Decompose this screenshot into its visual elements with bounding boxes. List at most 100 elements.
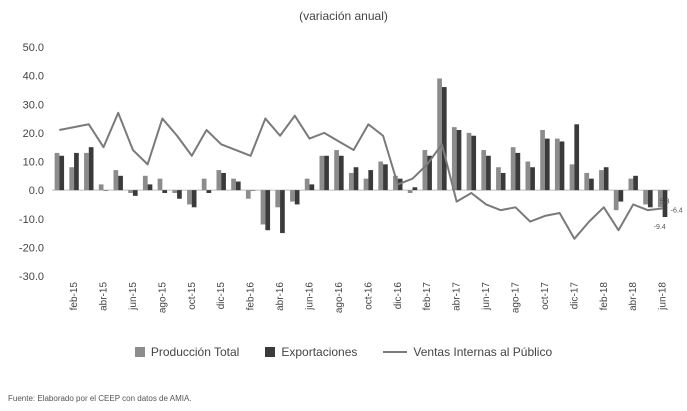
bar-exportaciones <box>559 141 565 191</box>
bar-produccion-total <box>84 152 89 191</box>
bar-produccion-total <box>334 150 339 191</box>
bar-exportaciones <box>633 175 638 191</box>
x-tick-label: jun-18 <box>658 282 669 311</box>
bar-produccion-total <box>466 132 472 191</box>
bar-produccion-total <box>643 190 648 205</box>
bar-exportaciones <box>280 190 285 234</box>
x-tick-label: jun-16 <box>305 282 316 311</box>
bar-produccion-total <box>437 78 442 191</box>
chart-title: (variación anual) <box>299 9 388 23</box>
x-tick-label: oct-17 <box>540 282 551 310</box>
bar-exportaciones <box>191 190 197 208</box>
y-tick-label: 30.0 <box>23 99 44 111</box>
source-note: Fuente: Elaborado por el CEEP con datos … <box>8 394 192 403</box>
bar-produccion-total <box>260 190 266 225</box>
bar-exportaciones <box>235 181 241 191</box>
y-tick-label: 50.0 <box>23 42 44 54</box>
data-label: -6.4 <box>671 207 683 214</box>
bar-exportaciones <box>177 190 182 199</box>
bar-produccion-total <box>157 178 163 191</box>
x-tick-label: oct-15 <box>187 282 198 310</box>
bar-exportaciones <box>265 190 271 231</box>
bar-exportaciones <box>294 190 300 205</box>
y-tick-label: 40.0 <box>23 71 44 83</box>
bar-exportaciones <box>515 152 521 191</box>
bar-exportaciones <box>383 164 388 191</box>
bar-produccion-total <box>245 190 251 199</box>
legend-label-exportaciones: Exportaciones <box>281 345 358 359</box>
x-tick-label: ago-17 <box>511 282 522 314</box>
legend-item-produccion: Producción Total <box>134 345 240 359</box>
x-tick-label: feb-15 <box>69 282 80 311</box>
bar-exportaciones <box>206 190 212 193</box>
legend-label-produccion: Producción Total <box>150 345 240 359</box>
x-tick-label: abr-16 <box>275 282 286 311</box>
bar-produccion-total <box>407 190 413 193</box>
x-tick-label: feb-17 <box>422 282 433 311</box>
bar-produccion-total <box>584 172 590 191</box>
x-tick-label: jun-15 <box>128 282 139 311</box>
bar-exportaciones <box>618 190 624 202</box>
bar-exportaciones <box>427 155 432 191</box>
x-tick-label: dic-15 <box>216 282 227 310</box>
bar-produccion-total <box>628 178 634 191</box>
chart-plot: 50.0 40.0 30.0 20.0 10.0 0.0 -10.0 -20.0 -30.0 fe… <box>19 42 683 314</box>
bar-exportaciones <box>88 147 94 191</box>
bar-produccion-total <box>540 130 545 191</box>
bar-produccion-total <box>422 150 428 191</box>
bar-produccion-total <box>525 161 531 191</box>
bar-produccion-total <box>599 170 604 191</box>
bar-exportaciones <box>221 172 226 191</box>
legend: Producción Total Exportaciones Ventas In… <box>0 345 687 359</box>
x-tick-label: jun-17 <box>481 282 492 311</box>
bar-exportaciones <box>603 167 609 191</box>
bar-produccion-total <box>275 190 281 208</box>
bar-produccion-total <box>201 178 207 191</box>
bar-exportaciones <box>103 190 109 191</box>
bar-produccion-total <box>142 175 148 191</box>
bar-produccion-total <box>113 170 119 191</box>
x-tick-label: abr-17 <box>452 282 463 311</box>
bar-exportaciones <box>59 155 65 191</box>
bar-produccion-total <box>128 190 133 193</box>
bar-produccion-total <box>393 175 398 191</box>
legend-label-ventas: Ventas Internas al Público <box>413 345 553 359</box>
x-tick-label: feb-16 <box>246 282 257 311</box>
x-tick-label: dic-16 <box>393 282 404 310</box>
y-tick-label: -10.0 <box>19 214 44 226</box>
legend-swatch-exportaciones <box>265 347 276 357</box>
bar-produccion-total <box>554 138 560 191</box>
y-tick-label: 10.0 <box>23 157 44 169</box>
bar-produccion-total <box>569 164 575 191</box>
data-label: 5.3 <box>660 198 670 205</box>
bar-produccion-total <box>319 155 325 191</box>
bar-exportaciones <box>530 167 535 191</box>
bar-produccion-total <box>363 178 369 191</box>
legend-swatch-ventas <box>383 351 408 353</box>
bar-exportaciones <box>162 190 168 193</box>
bar-produccion-total <box>54 152 60 191</box>
bar-exportaciones <box>500 172 506 191</box>
bar-exportaciones <box>544 138 550 191</box>
bar-exportaciones <box>589 178 594 191</box>
x-tick-label: dic-17 <box>569 282 580 310</box>
bar-exportaciones <box>309 184 315 191</box>
bar-exportaciones <box>662 190 668 218</box>
bar-produccion-total <box>451 127 457 191</box>
bar-produccion-total <box>172 190 178 193</box>
bar-exportaciones <box>147 184 153 191</box>
y-tick-label: -20.0 <box>19 242 44 254</box>
bar-exportaciones <box>250 190 256 191</box>
x-tick-label: feb-18 <box>599 282 610 311</box>
bar-produccion-total <box>231 178 236 191</box>
legend-item-ventas: Ventas Internas al Público <box>383 345 552 359</box>
bar-produccion-total <box>378 161 384 191</box>
bar-produccion-total <box>216 170 222 191</box>
bar-produccion-total <box>496 167 501 191</box>
bar-exportaciones <box>74 152 79 191</box>
bar-produccion-total <box>348 172 354 191</box>
bar-exportaciones <box>486 155 491 191</box>
bar-exportaciones <box>647 190 653 208</box>
x-tick-label: abr-18 <box>628 282 639 311</box>
bar-produccion-total <box>510 147 516 191</box>
